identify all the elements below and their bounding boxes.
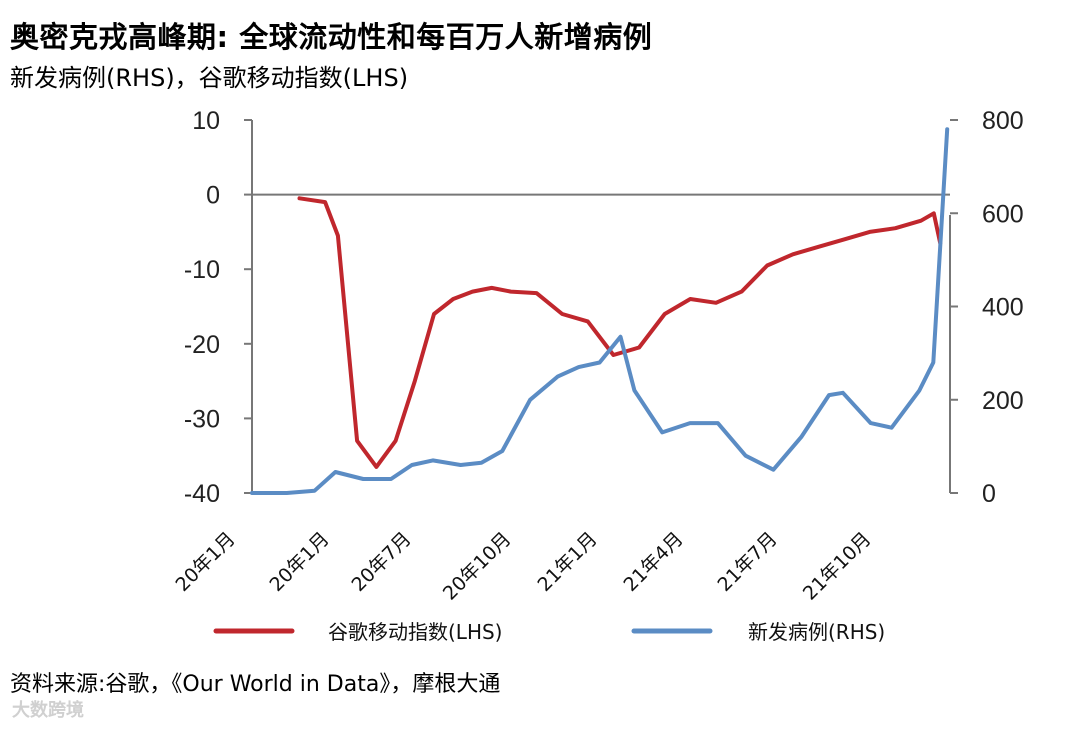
x-tick-label: 20年10月: [439, 528, 516, 605]
chart-subtitle: 新发病例(RHS)，谷歌移动指数(LHS): [10, 64, 409, 92]
legend-label: 新发病例(RHS): [748, 620, 885, 644]
left-tick-label: -20: [184, 331, 220, 359]
x-tick-label: 20年1月: [265, 528, 333, 596]
left-tick-label: -40: [184, 480, 220, 508]
x-tick-label: 20年7月: [347, 528, 415, 596]
right-tick-label: 400: [982, 294, 1024, 322]
watermark: 大数跨境: [12, 700, 84, 721]
x-tick-label: 21年7月: [713, 528, 781, 596]
left-tick-label: -30: [184, 405, 220, 433]
left-tick-label: -10: [184, 256, 220, 284]
x-tick-label: 21年10月: [799, 528, 876, 605]
right-tick-label: 200: [982, 387, 1024, 415]
x-tick-label: 20年1月: [171, 528, 239, 596]
legend-label: 谷歌移动指数(LHS): [328, 620, 502, 644]
source-note: 资料来源:谷歌，《Our World in Data》，摩根大通: [10, 672, 501, 697]
mobility-index-line: [297, 196, 943, 469]
right-tick-label: 800: [982, 107, 1024, 135]
new-cases-line: [250, 127, 950, 495]
x-tick-label: 21年4月: [619, 528, 687, 596]
x-tick-label: 21年1月: [533, 528, 601, 596]
left-tick-label: 10: [192, 107, 220, 135]
right-tick-label: 600: [982, 200, 1024, 228]
chart-title: 奥密克戎高峰期: 全球流动性和每百万人新增病例: [10, 20, 653, 54]
left-tick-label: 0: [206, 182, 220, 210]
right-tick-label: 0: [982, 480, 996, 508]
